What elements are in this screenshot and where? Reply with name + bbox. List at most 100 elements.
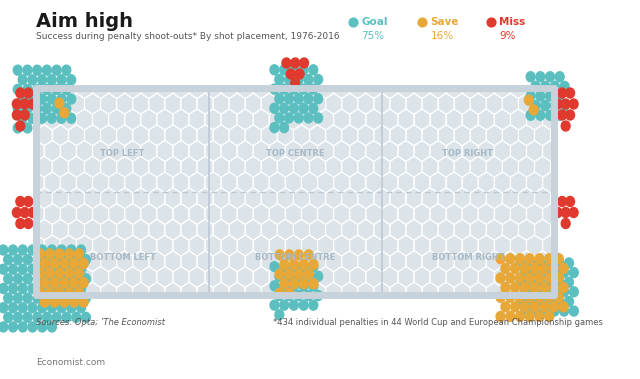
Circle shape: [72, 293, 81, 303]
Circle shape: [12, 207, 21, 218]
Circle shape: [546, 91, 554, 101]
Circle shape: [23, 293, 32, 303]
Circle shape: [531, 101, 540, 111]
Circle shape: [57, 283, 66, 293]
Circle shape: [511, 263, 520, 273]
Circle shape: [304, 269, 313, 279]
Circle shape: [16, 121, 25, 131]
Circle shape: [79, 297, 88, 307]
Circle shape: [300, 300, 308, 310]
Circle shape: [506, 254, 515, 264]
Circle shape: [545, 292, 554, 302]
Text: *434 individual penalties in 44 World Cup and European Championship games: *434 individual penalties in 44 World Cu…: [273, 318, 603, 327]
Circle shape: [570, 268, 579, 277]
Circle shape: [0, 245, 8, 255]
Circle shape: [45, 249, 54, 259]
Circle shape: [280, 279, 289, 289]
Circle shape: [280, 65, 289, 75]
Circle shape: [569, 99, 578, 109]
Circle shape: [40, 258, 49, 269]
Circle shape: [20, 110, 29, 120]
Circle shape: [55, 249, 64, 259]
Circle shape: [521, 268, 530, 277]
Circle shape: [531, 81, 540, 91]
Circle shape: [530, 302, 539, 312]
Circle shape: [511, 283, 520, 293]
Circle shape: [496, 312, 505, 321]
Circle shape: [57, 94, 66, 104]
Circle shape: [294, 74, 303, 85]
Circle shape: [275, 288, 284, 298]
Circle shape: [559, 302, 568, 312]
Circle shape: [23, 104, 32, 114]
Circle shape: [18, 94, 27, 104]
Circle shape: [20, 99, 29, 109]
Circle shape: [300, 260, 308, 269]
Circle shape: [28, 94, 36, 104]
Circle shape: [60, 258, 68, 269]
Circle shape: [570, 306, 579, 316]
Circle shape: [42, 104, 51, 114]
Circle shape: [67, 283, 76, 293]
Circle shape: [294, 271, 303, 281]
Circle shape: [560, 81, 569, 91]
Circle shape: [60, 108, 68, 118]
Circle shape: [314, 94, 323, 104]
Circle shape: [554, 207, 562, 218]
Circle shape: [521, 287, 530, 297]
Circle shape: [79, 258, 88, 269]
Circle shape: [516, 258, 525, 268]
Circle shape: [566, 88, 575, 98]
Circle shape: [300, 279, 308, 289]
Circle shape: [550, 81, 559, 91]
Circle shape: [38, 283, 47, 293]
Circle shape: [557, 88, 566, 98]
Circle shape: [557, 110, 566, 120]
Circle shape: [24, 88, 33, 98]
Circle shape: [47, 322, 56, 332]
Circle shape: [60, 297, 68, 307]
Circle shape: [0, 303, 8, 313]
Circle shape: [67, 75, 76, 85]
Circle shape: [57, 113, 66, 123]
Circle shape: [566, 110, 575, 120]
Circle shape: [282, 58, 291, 68]
Circle shape: [20, 207, 29, 218]
Circle shape: [526, 72, 535, 82]
Circle shape: [304, 94, 313, 104]
Circle shape: [67, 245, 76, 255]
Circle shape: [556, 91, 564, 101]
Circle shape: [554, 254, 563, 264]
Circle shape: [57, 264, 66, 274]
Circle shape: [289, 281, 298, 291]
Circle shape: [540, 306, 549, 316]
Circle shape: [13, 312, 22, 323]
Circle shape: [545, 254, 554, 264]
Circle shape: [309, 279, 318, 289]
Circle shape: [40, 278, 49, 288]
Circle shape: [314, 291, 323, 301]
Circle shape: [550, 263, 559, 273]
Circle shape: [65, 287, 74, 298]
Circle shape: [550, 101, 559, 111]
Circle shape: [555, 277, 564, 287]
Circle shape: [501, 302, 510, 312]
Circle shape: [38, 245, 47, 255]
Circle shape: [62, 274, 71, 284]
Circle shape: [540, 287, 549, 297]
Circle shape: [270, 103, 279, 113]
Circle shape: [545, 273, 554, 283]
Circle shape: [43, 255, 51, 265]
Circle shape: [62, 312, 71, 323]
Circle shape: [525, 277, 534, 287]
Circle shape: [561, 99, 570, 109]
Circle shape: [300, 262, 308, 272]
Text: Miss: Miss: [499, 17, 525, 27]
Circle shape: [300, 58, 308, 68]
Circle shape: [33, 274, 42, 284]
Circle shape: [33, 65, 42, 75]
Circle shape: [280, 84, 289, 94]
Circle shape: [525, 258, 534, 268]
Circle shape: [525, 273, 534, 283]
Circle shape: [560, 306, 568, 316]
